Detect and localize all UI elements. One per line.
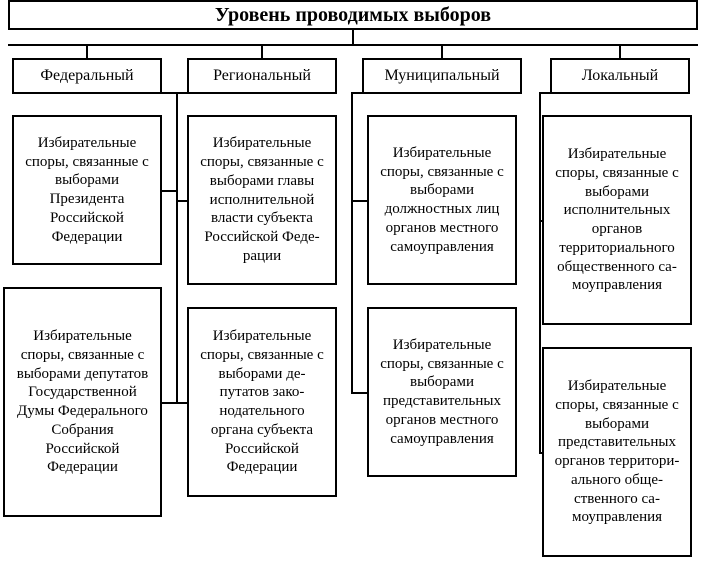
- connector-bus-to-cat-2: [441, 44, 443, 58]
- desc-text-1-0: Избиратель­ные споры, связанные с выбора…: [197, 134, 327, 265]
- connector-cat-to-spine-3: [539, 92, 550, 94]
- desc-box-2-0: Избиратель­ные споры, связанные с выбора…: [367, 115, 517, 285]
- desc-box-1-1: Избиратель­ные споры, связанные с выбора…: [187, 307, 337, 497]
- connector-branch-1-1: [176, 402, 187, 404]
- desc-text-0-0: Избиратель­ные споры, связанные с выбора…: [22, 134, 152, 247]
- category-box-2: Муниципальный: [362, 58, 522, 94]
- connector-spine-1: [176, 94, 178, 402]
- diagram-container: Уровень проводимых выборов Федеральный И…: [0, 0, 701, 565]
- category-box-3: Локальный: [550, 58, 690, 94]
- desc-text-3-1: Избиратель­ные споры, связанные с выбора…: [552, 377, 682, 527]
- connector-bus: [8, 44, 698, 46]
- desc-text-2-1: Избиратель­ные споры, связанные с выбора…: [377, 336, 507, 449]
- desc-box-3-0: Избиратель­ные споры, связанные с выбора…: [542, 115, 692, 325]
- desc-box-2-1: Избиратель­ные споры, связанные с выбора…: [367, 307, 517, 477]
- desc-box-0-0: Избиратель­ные споры, связанные с выбора…: [12, 115, 162, 265]
- connector-bus-to-cat-3: [619, 44, 621, 58]
- connector-cat-to-spine-1: [176, 92, 187, 94]
- desc-box-1-0: Избиратель­ные споры, связанные с выбора…: [187, 115, 337, 285]
- connector-spine-3: [539, 94, 541, 452]
- connector-branch-1-0: [176, 200, 187, 202]
- desc-text-1-1: Избиратель­ные споры, связанные с выбора…: [197, 327, 327, 477]
- desc-box-3-1: Избиратель­ные споры, связанные с выбора…: [542, 347, 692, 557]
- connector-bus-to-cat-1: [261, 44, 263, 58]
- category-label-1: Региональный: [213, 67, 311, 85]
- category-label-0: Федеральный: [40, 67, 133, 85]
- category-label-3: Локальный: [582, 67, 658, 85]
- category-box-0: Федеральный: [12, 58, 162, 94]
- desc-box-0-1: Избиратель­ные споры, связанные с выбора…: [3, 287, 162, 517]
- connector-title-drop: [352, 30, 354, 44]
- category-label-2: Муниципальный: [384, 67, 499, 85]
- connector-spine-2: [351, 94, 353, 392]
- connector-branch-3-0: [539, 220, 542, 222]
- title-box: Уровень проводимых выборов: [8, 0, 698, 30]
- connector-branch-2-0: [351, 200, 367, 202]
- title-text: Уровень проводимых выборов: [215, 4, 491, 27]
- connector-branch-3-1: [539, 452, 542, 454]
- connector-branch-2-1: [351, 392, 367, 394]
- desc-text-2-0: Избиратель­ные споры, связанные с выбора…: [377, 144, 507, 257]
- desc-text-0-1: Избиратель­ные споры, связанные с выбора…: [13, 327, 152, 477]
- desc-text-3-0: Избиратель­ные споры, связанные с выбора…: [552, 145, 682, 295]
- connector-cat-to-spine-2: [351, 92, 362, 94]
- category-box-1: Региональный: [187, 58, 337, 94]
- connector-bus-to-cat-0: [86, 44, 88, 58]
